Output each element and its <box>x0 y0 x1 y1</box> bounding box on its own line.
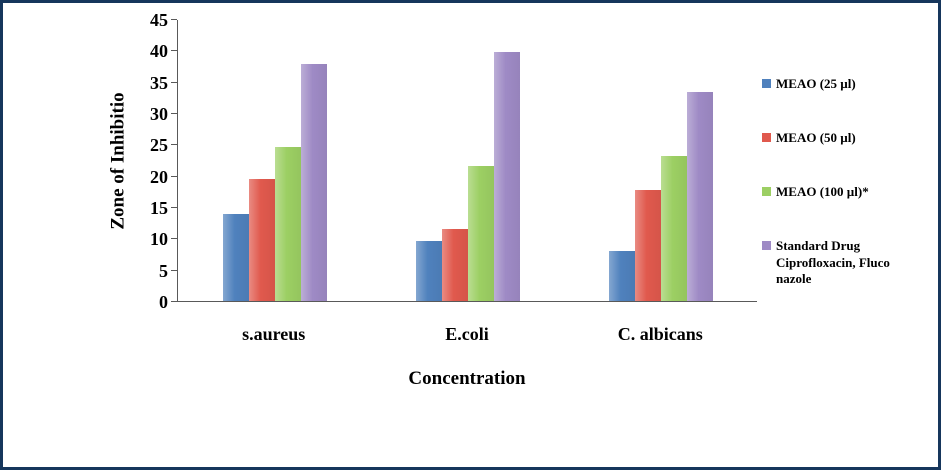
y-tick-labels: 0 5 10 15 20 25 30 35 40 45 <box>2 11 168 311</box>
y-tick-label: 0 <box>159 292 168 312</box>
y-tick-mark <box>171 144 177 146</box>
y-tick-label: 45 <box>150 10 168 30</box>
y-tick-label: 15 <box>150 198 168 218</box>
bar <box>274 147 301 301</box>
y-tick-label: 20 <box>150 166 168 187</box>
legend-item: Standard Drug Ciprofloxacin, Fluco nazol… <box>762 238 938 289</box>
legend-label: MEAO (25 µl) <box>776 76 856 91</box>
legend-swatch <box>762 240 771 250</box>
bar <box>415 241 442 301</box>
legend-swatch <box>762 186 771 196</box>
y-tick-mark <box>171 301 177 302</box>
legend-label: MEAO (100 µl)* <box>776 183 869 199</box>
bar-group <box>564 20 757 301</box>
bar <box>300 63 327 301</box>
y-tick-mark <box>171 50 177 52</box>
plot-area <box>177 20 757 302</box>
y-tick-label: 30 <box>150 104 168 124</box>
y-tick-mark <box>171 238 177 240</box>
category-labels: s.aureus E.coli C. albicans <box>177 324 757 345</box>
bar <box>493 52 520 301</box>
y-tick-label: 35 <box>150 72 168 93</box>
legend-label: Standard Drug Ciprofloxacin, Fluco nazol… <box>776 237 890 287</box>
legend-item: MEAO (100 µl)* <box>762 184 938 201</box>
y-tick-label: 25 <box>150 135 168 156</box>
category-label: C. albicans <box>617 324 703 344</box>
legend-item: MEAO (25 µl) <box>762 76 938 93</box>
bar <box>248 178 275 301</box>
category-label: s.aureus <box>242 324 306 344</box>
bar-group <box>371 20 564 301</box>
y-tick-mark <box>171 81 177 83</box>
y-tick-label: 40 <box>150 41 168 62</box>
legend-swatch <box>762 132 771 142</box>
y-tick-mark <box>171 113 177 114</box>
legend: MEAO (25 µl) MEAO (50 µl) MEAO (100 µl)* St… <box>762 76 938 288</box>
bar <box>660 155 687 301</box>
bar-group <box>178 20 371 301</box>
bar <box>441 229 468 301</box>
legend-swatch <box>762 79 771 88</box>
bar <box>467 165 494 301</box>
bar <box>608 251 635 301</box>
y-tick-mark <box>171 19 177 20</box>
category-label: E.coli <box>445 324 489 344</box>
y-tick-label: 5 <box>159 260 168 281</box>
y-tick-label: 10 <box>150 229 168 250</box>
x-axis-title: Concentration <box>408 368 526 389</box>
bar <box>222 213 249 301</box>
legend-item: MEAO (50 µl) <box>762 130 938 147</box>
y-tick-marks <box>171 19 177 302</box>
y-tick-mark <box>171 269 177 271</box>
y-tick-mark <box>171 207 177 208</box>
y-tick-mark <box>171 175 177 177</box>
bar <box>686 91 713 301</box>
bar <box>634 189 661 301</box>
legend-label: MEAO (50 µl) <box>776 129 856 145</box>
